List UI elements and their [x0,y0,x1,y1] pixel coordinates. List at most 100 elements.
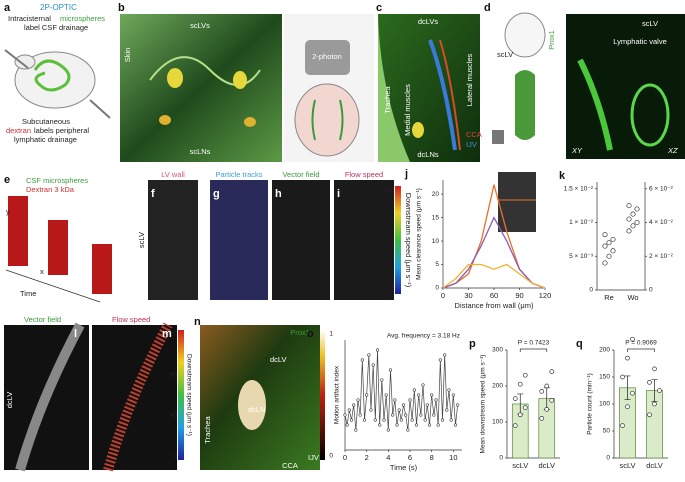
data-point [449,418,453,422]
p-value: P = 0.7423 [518,340,550,347]
data-point [395,423,399,427]
axis [596,182,646,291]
illustration [8,196,28,266]
x-tick-label: dcLV [646,461,663,470]
y-tick-label: 2 × 10⁻² [649,253,674,260]
data-point [652,366,657,372]
data-point [382,418,386,422]
data-point [417,393,421,397]
y-axis-label: Mean downstream speed (μm s⁻¹) [480,355,487,454]
label: CCA [282,461,298,470]
illustration [178,330,184,460]
panel-header: Flow speed [112,315,150,324]
x-tick-label: dcLV [538,461,555,470]
data-point [345,423,349,427]
label: lymphatic drainage [14,135,77,144]
illustration [395,186,401,294]
x-axis-label: Time (s) [390,463,418,472]
label: dcLV [270,355,287,364]
x-tick-label: 30 [464,291,472,300]
data-point [522,372,528,378]
illustration [311,99,344,141]
data-point [352,403,356,407]
label: Trachea [383,86,392,114]
data-point [380,378,384,382]
data-point [647,412,652,418]
illustration [320,330,325,460]
panel-side-label: scLV [137,232,146,248]
illustration [48,220,68,275]
colorbar-tick-label: 120 [383,187,394,194]
y-tick-label: 0 [499,455,503,462]
y-tick-label: 1 × 10⁻² [569,219,594,226]
data-point [401,403,406,407]
data-point [356,398,360,402]
data-point [371,363,375,367]
data-point [606,240,612,246]
label: Medial muscles [403,84,412,136]
illustration [566,14,685,159]
colorbar-tick-label: 0 [329,453,333,460]
illustration [210,180,268,300]
label: Trachea [203,416,212,444]
data-point [630,211,636,217]
series-line [442,216,546,289]
data-point [517,412,523,418]
y-tick-label: 15 [432,214,440,221]
y-tick-label: 100 [599,401,610,408]
error-bar [651,379,658,402]
y-axis-label: Particle count (min⁻¹) [587,373,594,435]
label: IJV [308,453,319,462]
data-point [347,408,351,412]
data-point [365,393,369,397]
data-point [456,403,460,407]
label: CSF microspheres [26,176,88,185]
illustration [492,130,504,144]
data-point [626,228,632,234]
data-point [630,336,635,342]
illustration [498,172,536,232]
label: d [484,2,491,14]
x-tick-label: 0 [441,291,445,300]
data-point [406,428,410,432]
label: Intracisternal [8,14,51,23]
data-point [388,368,393,372]
data-point [414,423,419,427]
data-point [634,206,640,212]
label: 2P-OPTIC [40,3,77,12]
data-point [445,408,449,412]
label: 2-photon [312,52,342,61]
illustration [89,99,111,119]
label: scLV [497,50,513,59]
illustration [233,71,247,89]
data-point [362,418,367,422]
data-point [393,398,397,402]
panel-header: LV wall [161,170,185,179]
x-tick-label: 6 [408,453,412,462]
significance-bracket [627,348,655,352]
error-bar [624,375,631,401]
y-tick-label: 100 [492,419,503,426]
y-tick-label: 150 [599,374,610,381]
data-point [438,358,442,362]
label: Prox1 [547,30,556,50]
illustration [148,180,198,300]
label: dcLNs [417,150,439,159]
illustration [272,180,330,300]
data-point [512,423,518,428]
data-point [367,353,371,357]
label: dcLN [248,405,266,414]
panel-letter: f [151,188,155,200]
x-tick-label: 10 [449,453,457,462]
illustration [577,58,613,151]
data-point [610,236,616,242]
data-point [630,223,636,229]
data-point [360,358,364,362]
data-point [443,353,447,357]
annotation: Avg. frequency = 3.18 Hz [387,333,460,340]
panel-letter: k [559,170,566,182]
x-tick-label: Wo [627,293,638,302]
data-point [423,418,427,422]
label: label CSF drainage [24,23,88,32]
